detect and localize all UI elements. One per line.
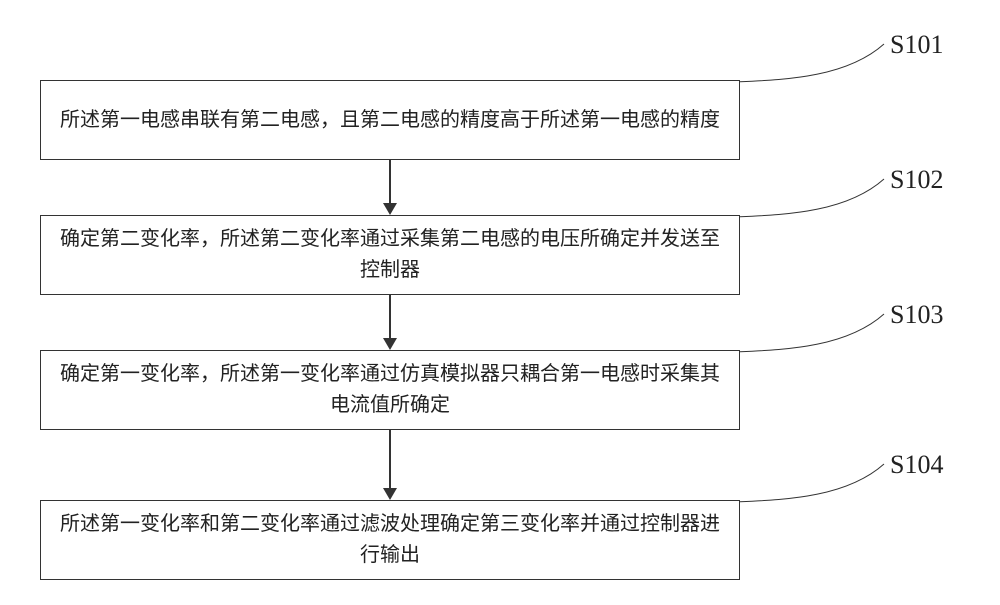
arrow-head-icon (383, 488, 397, 500)
step-box-s102: 确定第二变化率，所述第二变化率通过采集第二电感的电压所确定并发送至控制器 (40, 215, 740, 295)
arrow-line-0 (389, 160, 391, 205)
step-box-s104: 所述第一变化率和第二变化率通过滤波处理确定第三变化率并通过控制器进行输出 (40, 500, 740, 580)
step-label-s102: S102 (890, 165, 943, 195)
flowchart-canvas: 所述第一电感串联有第二电感，且第二电感的精度高于所述第一电感的精度 S101 确定第… (0, 0, 1000, 605)
arrow-line-1 (389, 295, 391, 340)
connector-s103 (730, 304, 894, 362)
step-label-s103: S103 (890, 300, 943, 330)
step-text: 确定第一变化率，所述第一变化率通过仿真模拟器只耦合第一电感时采集其电流值所确定 (57, 359, 723, 421)
connector-s104 (730, 454, 894, 512)
arrow-head-icon (383, 203, 397, 215)
step-text: 确定第二变化率，所述第二变化率通过采集第二电感的电压所确定并发送至控制器 (57, 224, 723, 286)
arrow-head-icon (383, 338, 397, 350)
connector-s102 (730, 169, 894, 227)
step-label-s104: S104 (890, 450, 943, 480)
step-box-s101: 所述第一电感串联有第二电感，且第二电感的精度高于所述第一电感的精度 (40, 80, 740, 160)
arrow-line-2 (389, 430, 391, 490)
step-label-s101: S101 (890, 30, 943, 60)
step-box-s103: 确定第一变化率，所述第一变化率通过仿真模拟器只耦合第一电感时采集其电流值所确定 (40, 350, 740, 430)
step-text: 所述第一电感串联有第二电感，且第二电感的精度高于所述第一电感的精度 (60, 105, 720, 136)
connector-s101 (730, 34, 894, 92)
step-text: 所述第一变化率和第二变化率通过滤波处理确定第三变化率并通过控制器进行输出 (57, 509, 723, 571)
